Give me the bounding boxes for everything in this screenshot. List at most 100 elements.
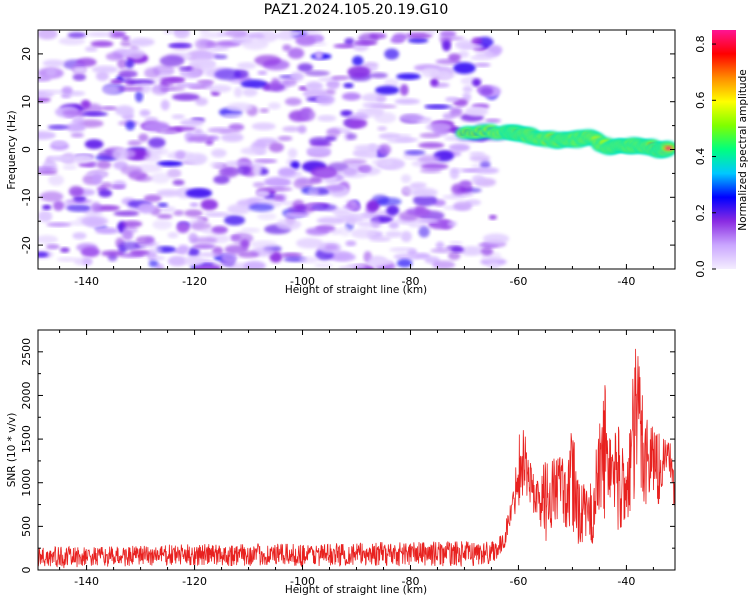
noise-blob: [139, 109, 151, 117]
noise-blob: [368, 236, 392, 242]
snr-panel: -140 -120 -100 -80 -60 -40 0 500 1000 1500 2000 25…: [6, 329, 676, 596]
noise-blob: [396, 73, 421, 80]
noise-blob: [47, 155, 73, 162]
noise-blob: [459, 246, 484, 256]
noise-blob: [342, 167, 358, 176]
noise-blob: [389, 247, 416, 253]
noise-blob: [52, 200, 64, 211]
noise-blob: [299, 256, 319, 264]
noise-blob: [405, 32, 433, 39]
snr-plot-area: [38, 330, 675, 570]
snr-y-tick-label: 500: [20, 516, 33, 537]
noise-blob: [365, 107, 385, 114]
noise-blob: [376, 197, 402, 206]
noise-blob: [332, 208, 351, 216]
noise-blob: [167, 255, 188, 267]
noise-blob: [62, 109, 85, 116]
noise-blob: [67, 32, 87, 39]
noise-blob: [345, 240, 357, 247]
noise-blob: [157, 202, 169, 208]
noise-blob: [51, 140, 67, 147]
colorbar-tick-label: 0.2: [694, 204, 707, 222]
noise-blob: [213, 175, 230, 185]
noise-blob: [324, 244, 339, 251]
colorbar-tick-label: 0.8: [694, 35, 707, 53]
noise-blob: [449, 240, 463, 246]
noise-blob: [175, 150, 186, 160]
noise-blob: [469, 151, 486, 157]
noise-blob: [251, 122, 276, 131]
noise-blob: [453, 201, 473, 211]
noise-blob: [59, 247, 70, 253]
noise-blob: [156, 160, 184, 167]
noise-blob: [298, 86, 308, 91]
noise-blob: [432, 260, 456, 269]
noise-blob: [488, 262, 500, 269]
noise-blob: [224, 244, 249, 254]
noise-blob: [149, 247, 163, 253]
noise-blob: [480, 247, 494, 256]
noise-blob: [66, 204, 91, 212]
noise-blob: [292, 199, 305, 210]
noise-blob: [46, 222, 72, 227]
noise-blob: [314, 263, 333, 268]
noise-blob: [160, 77, 185, 82]
spectrogram-x-label: Height of straight line (km): [285, 284, 427, 296]
noise-blob: [287, 148, 298, 159]
noise-blob: [444, 136, 463, 141]
noise-blob: [38, 30, 58, 40]
noise-blob: [448, 53, 461, 62]
noise-blob: [253, 158, 278, 164]
noise-blob: [68, 185, 84, 197]
noise-blob: [242, 88, 258, 97]
noise-blob: [448, 143, 470, 152]
noise-blob: [417, 154, 441, 163]
noise-blob: [333, 43, 355, 49]
noise-blob: [188, 232, 198, 244]
noise-blob: [462, 85, 473, 93]
noise-blob: [469, 154, 491, 162]
snr-x-ticks: -140 -120 -100 -80 -60 -40: [59, 330, 654, 588]
noise-blob: [137, 202, 156, 214]
spectrogram-y-tick-label: 10: [20, 95, 33, 109]
noise-blob: [370, 216, 381, 229]
noise-blob: [407, 37, 429, 44]
noise-blob: [195, 52, 220, 59]
noise-blob: [470, 55, 493, 60]
noise-blob: [224, 215, 246, 226]
figure-title: PAZ1.2024.105.20.19.G10: [264, 2, 449, 18]
noise-blob: [102, 85, 121, 95]
noise-blob: [377, 143, 392, 156]
colorbar-bar: [712, 30, 736, 269]
noise-blob: [449, 168, 460, 180]
noise-blob: [101, 250, 124, 257]
noise-blob: [430, 78, 439, 87]
noise-blob: [121, 230, 134, 241]
noise-blob: [368, 258, 394, 267]
noise-blob: [425, 30, 437, 35]
noise-blob: [149, 255, 166, 261]
noise-blob: [185, 152, 208, 165]
noise-blob: [187, 247, 200, 258]
noise-blob: [371, 158, 393, 167]
noise-blob: [138, 133, 149, 142]
noise-blob: [100, 106, 118, 111]
noise-blob: [484, 118, 502, 123]
noise-blob: [384, 48, 400, 60]
noise-blob: [269, 251, 283, 263]
noise-blob: [346, 133, 357, 141]
spectrogram-y-ticks: -20 -10 0 10 20: [20, 29, 675, 270]
noise-blob: [142, 121, 170, 132]
noise-blob: [378, 133, 401, 140]
noise-blob: [127, 79, 156, 85]
noise-blob: [366, 200, 380, 212]
noise-blob: [80, 246, 100, 258]
noise-blob: [160, 99, 170, 111]
noise-blob: [410, 182, 427, 189]
noise-blob: [117, 86, 144, 92]
noise-blob: [399, 84, 409, 96]
spectrogram-y-tick-label: 0: [20, 146, 33, 153]
spectrogram-x-tick-label: -40: [617, 275, 635, 288]
noise-blob: [199, 30, 211, 33]
noise-blob: [447, 220, 458, 227]
